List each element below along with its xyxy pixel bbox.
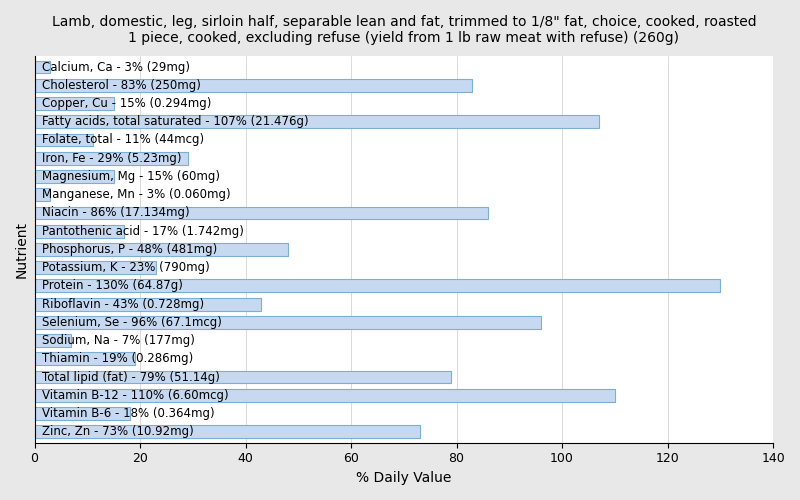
Bar xyxy=(34,97,114,110)
Bar xyxy=(34,152,187,164)
Bar xyxy=(34,225,124,237)
Bar xyxy=(34,116,599,128)
Text: Vitamin B-6 - 18% (0.364mg): Vitamin B-6 - 18% (0.364mg) xyxy=(42,407,215,420)
Bar xyxy=(34,370,451,384)
X-axis label: % Daily Value: % Daily Value xyxy=(356,471,451,485)
Text: Copper, Cu - 15% (0.294mg): Copper, Cu - 15% (0.294mg) xyxy=(42,97,212,110)
Bar xyxy=(34,188,50,201)
Bar xyxy=(34,389,615,402)
Title: Lamb, domestic, leg, sirloin half, separable lean and fat, trimmed to 1/8" fat, : Lamb, domestic, leg, sirloin half, separ… xyxy=(51,15,756,45)
Bar xyxy=(34,298,262,310)
Bar xyxy=(34,134,93,146)
Bar xyxy=(34,352,134,365)
Y-axis label: Nutrient: Nutrient xyxy=(15,221,29,278)
Text: Zinc, Zn - 73% (10.92mg): Zinc, Zn - 73% (10.92mg) xyxy=(42,426,194,438)
Text: Magnesium, Mg - 15% (60mg): Magnesium, Mg - 15% (60mg) xyxy=(42,170,221,183)
Text: Total lipid (fat) - 79% (51.14g): Total lipid (fat) - 79% (51.14g) xyxy=(42,370,220,384)
Text: Fatty acids, total saturated - 107% (21.476g): Fatty acids, total saturated - 107% (21.… xyxy=(42,115,309,128)
Text: Pantothenic acid - 17% (1.742mg): Pantothenic acid - 17% (1.742mg) xyxy=(42,224,244,237)
Text: Sodium, Na - 7% (177mg): Sodium, Na - 7% (177mg) xyxy=(42,334,195,347)
Bar xyxy=(34,262,156,274)
Text: Niacin - 86% (17.134mg): Niacin - 86% (17.134mg) xyxy=(42,206,190,220)
Text: Riboflavin - 43% (0.728mg): Riboflavin - 43% (0.728mg) xyxy=(42,298,205,310)
Text: Cholesterol - 83% (250mg): Cholesterol - 83% (250mg) xyxy=(42,79,202,92)
Text: Iron, Fe - 29% (5.23mg): Iron, Fe - 29% (5.23mg) xyxy=(42,152,182,164)
Bar xyxy=(34,280,720,292)
Text: Folate, total - 11% (44mcg): Folate, total - 11% (44mcg) xyxy=(42,134,205,146)
Text: Thiamin - 19% (0.286mg): Thiamin - 19% (0.286mg) xyxy=(42,352,194,366)
Bar xyxy=(34,334,71,347)
Text: Protein - 130% (64.87g): Protein - 130% (64.87g) xyxy=(42,280,183,292)
Text: Calcium, Ca - 3% (29mg): Calcium, Ca - 3% (29mg) xyxy=(42,60,190,74)
Text: Potassium, K - 23% (790mg): Potassium, K - 23% (790mg) xyxy=(42,261,210,274)
Bar xyxy=(34,170,114,183)
Bar xyxy=(34,60,50,74)
Bar xyxy=(34,407,130,420)
Bar xyxy=(34,206,488,220)
Bar xyxy=(34,316,541,328)
Bar xyxy=(34,79,473,92)
Text: Phosphorus, P - 48% (481mg): Phosphorus, P - 48% (481mg) xyxy=(42,243,218,256)
Text: Manganese, Mn - 3% (0.060mg): Manganese, Mn - 3% (0.060mg) xyxy=(42,188,231,201)
Bar xyxy=(34,243,288,256)
Text: Vitamin B-12 - 110% (6.60mcg): Vitamin B-12 - 110% (6.60mcg) xyxy=(42,389,229,402)
Bar xyxy=(34,426,420,438)
Text: Selenium, Se - 96% (67.1mcg): Selenium, Se - 96% (67.1mcg) xyxy=(42,316,222,329)
